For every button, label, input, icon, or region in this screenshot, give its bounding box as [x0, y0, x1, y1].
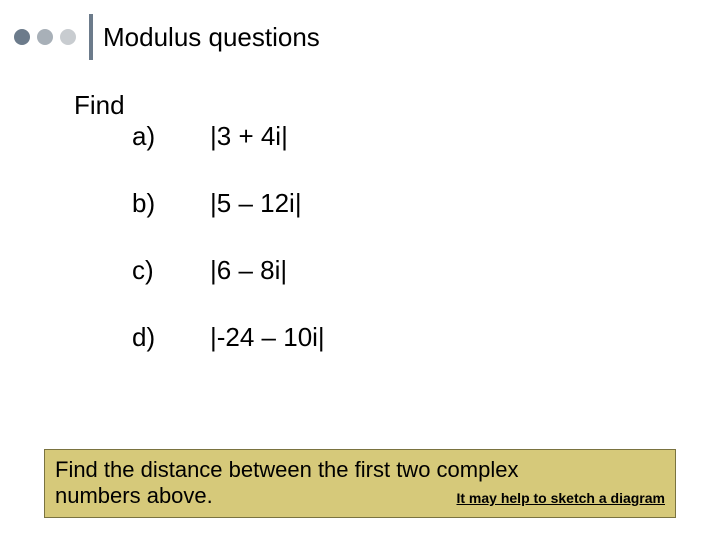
prompt-find: Find	[74, 90, 720, 121]
header-dot-1	[14, 29, 30, 45]
footer-hint: It may help to sketch a diagram	[456, 490, 665, 506]
header-vertical-bar	[89, 14, 93, 60]
footer-text-line2: numbers above.	[55, 483, 213, 509]
footer-task-box: Find the distance between the first two …	[44, 449, 676, 519]
question-row: b) |5 – 12i|	[132, 188, 720, 219]
header-dot-3	[60, 29, 76, 45]
footer-line2: numbers above. It may help to sketch a d…	[55, 483, 665, 509]
question-label: a)	[132, 121, 210, 152]
question-expression: |6 – 8i|	[210, 255, 287, 286]
header-dot-2	[37, 29, 53, 45]
question-expression: |-24 – 10i|	[210, 322, 325, 353]
question-label: c)	[132, 255, 210, 286]
question-list: a) |3 + 4i| b) |5 – 12i| c) |6 – 8i| d) …	[132, 121, 720, 353]
question-label: d)	[132, 322, 210, 353]
question-label: b)	[132, 188, 210, 219]
footer-text-line1: Find the distance between the first two …	[55, 456, 665, 484]
slide-title: Modulus questions	[103, 22, 320, 53]
slide-header: Modulus questions	[0, 0, 720, 60]
question-row: a) |3 + 4i|	[132, 121, 720, 152]
question-row: c) |6 – 8i|	[132, 255, 720, 286]
question-expression: |3 + 4i|	[210, 121, 288, 152]
question-expression: |5 – 12i|	[210, 188, 302, 219]
question-row: d) |-24 – 10i|	[132, 322, 720, 353]
